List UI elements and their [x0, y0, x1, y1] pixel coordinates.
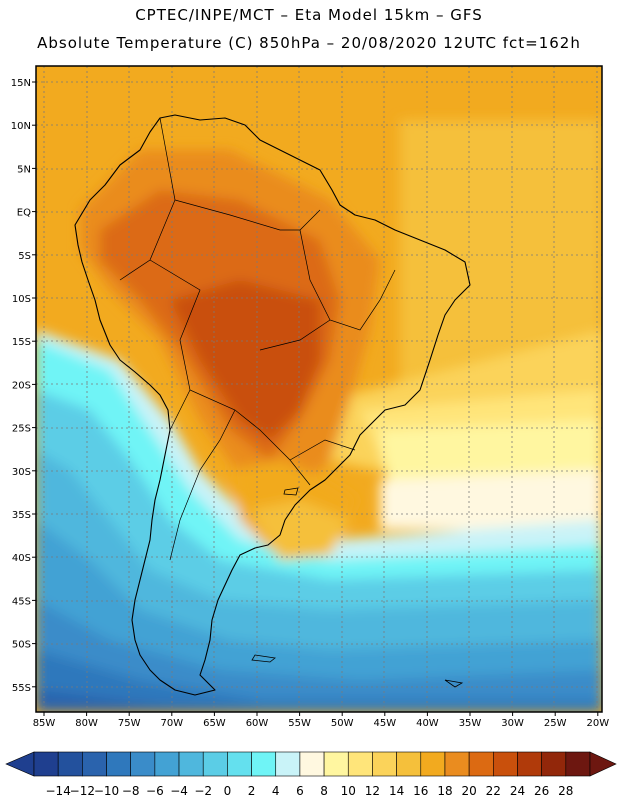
country-borders	[119, 117, 396, 561]
colorbar-swatch	[275, 751, 301, 777]
colorbar-swatch	[82, 751, 107, 777]
colorbar-label: 20	[461, 784, 476, 798]
colorbar-label: −12	[70, 784, 95, 798]
colorbar-label: 4	[272, 784, 280, 798]
colorbar-swatch	[323, 751, 349, 777]
map-frame	[35, 65, 603, 713]
colorbar-swatch	[251, 751, 277, 777]
colorbar-swatch	[468, 751, 494, 777]
colorbar-label: 22	[486, 784, 501, 798]
lat-label: 10S	[12, 294, 31, 305]
colorbar-swatch	[33, 751, 59, 777]
colorbar-label: 2	[248, 784, 256, 798]
colorbar-label: 10	[341, 784, 356, 798]
colorbar-label: −10	[94, 784, 119, 798]
lon-label: 35W	[459, 718, 482, 729]
colorbar-arrow-low	[5, 751, 35, 777]
lat-label: 5N	[17, 164, 31, 175]
colorbar-label: 26	[534, 784, 549, 798]
longitude-axis: 85W 80W 75W 70W 65W 60W 55W 50W 45W 40W 35W 30W 25W 2…	[33, 712, 609, 729]
south-georgia	[444, 679, 464, 688]
colorbar-swatch	[106, 751, 131, 777]
colorbar-label: −2	[194, 784, 212, 798]
colorbar-swatch	[420, 751, 446, 777]
colorbar-label: −14	[46, 784, 71, 798]
temperature-field	[36, 66, 602, 712]
lon-label: 80W	[75, 718, 98, 729]
colorbar-label: −4	[170, 784, 188, 798]
colorbar-swatch	[396, 751, 422, 777]
colorbar-swatch	[57, 751, 83, 777]
coastline	[74, 114, 471, 696]
colorbar-swatch	[372, 751, 397, 777]
colorbar-label: 18	[437, 784, 452, 798]
lake-patos	[283, 487, 299, 496]
colorbar-label: 16	[413, 784, 428, 798]
colorbar-swatch	[178, 751, 204, 777]
colorbar-swatch	[299, 751, 325, 777]
lat-label: 35S	[12, 510, 31, 521]
map-title: CPTEC/INPE/MCT – Eta Model 15km – GFS	[135, 6, 483, 24]
lon-label: 75W	[118, 718, 141, 729]
lon-label: 40W	[416, 718, 439, 729]
lat-label: 15N	[11, 78, 31, 89]
colorbar-swatch	[517, 751, 542, 777]
colorbar-arrow-high	[589, 751, 617, 777]
lon-label: 60W	[246, 718, 269, 729]
lon-label: 25W	[544, 718, 567, 729]
colorbar-swatch	[541, 751, 567, 777]
graticule	[36, 66, 602, 712]
lat-label: 50S	[12, 640, 31, 651]
lat-label: 55S	[12, 683, 31, 694]
lat-label: EQ	[17, 208, 31, 219]
colorbar-swatch	[130, 751, 156, 777]
lon-label: 85W	[33, 718, 56, 729]
map-subtitle: Absolute Temperature (C) 850hPa – 20/08/…	[37, 34, 581, 52]
lat-label: 45S	[12, 596, 31, 607]
colorbar-label: −8	[122, 784, 140, 798]
colorbar-swatch	[444, 751, 470, 777]
lat-label: 20S	[12, 380, 31, 391]
colorbar-swatch	[202, 751, 228, 777]
lon-label: 20W	[586, 718, 609, 729]
lon-label: 55W	[288, 718, 311, 729]
colorbar-label: 28	[558, 784, 573, 798]
lon-label: 70W	[160, 718, 183, 729]
colorbar-label: 0	[224, 784, 232, 798]
lat-label: 5S	[18, 251, 31, 262]
colorbar-label: −6	[146, 784, 164, 798]
colorbar-labels: −14−12−10 −8 −6 −4 −2 0 2 4 6 8 10 12 14 16 18 20 22 24 26…	[46, 784, 574, 798]
colorbar-label: 12	[365, 784, 380, 798]
colorbar-swatch	[154, 751, 180, 777]
latitude-axis: 15N 10N 5N EQ 5S 10S 15S 20S 25S 30S 35S 40S 45S 50S 5…	[11, 78, 36, 694]
lon-label: 65W	[203, 718, 226, 729]
colorbar-label: 8	[320, 784, 328, 798]
lat-label: 40S	[12, 553, 31, 564]
lat-label: 30S	[12, 467, 31, 478]
colorbar-swatch	[347, 751, 373, 777]
lon-label: 45W	[373, 718, 396, 729]
colorbar-label: 24	[510, 784, 525, 798]
lon-label: 50W	[331, 718, 354, 729]
colorbar-swatch	[227, 751, 252, 777]
lat-label: 15S	[12, 337, 31, 348]
lon-label: 30W	[501, 718, 524, 729]
colorbar-label: 6	[296, 784, 304, 798]
colorbar-label: 14	[389, 784, 404, 798]
colorbar-swatch	[565, 751, 591, 777]
colorbar	[5, 751, 617, 777]
colorbar-swatch	[493, 751, 518, 777]
lat-label: 10N	[11, 121, 31, 132]
falkland-islands	[251, 654, 276, 663]
lat-label: 25S	[12, 424, 31, 435]
